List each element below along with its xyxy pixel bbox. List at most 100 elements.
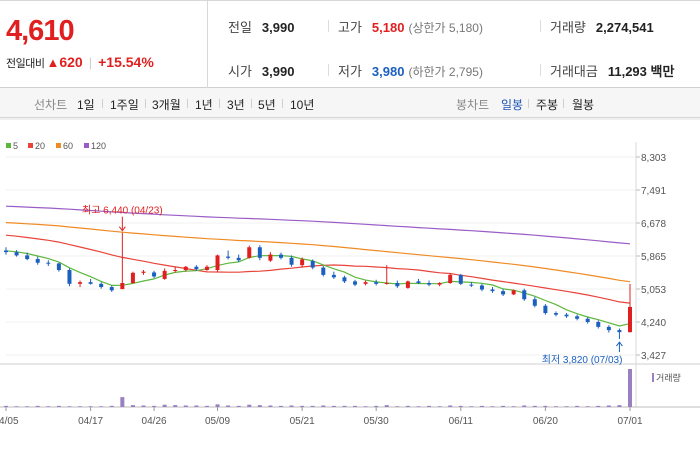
candle-body [130,272,135,284]
tab-candle-weekly[interactable]: 주봉 [536,98,559,112]
volume-bar [606,405,611,407]
volume-bar [194,405,199,407]
volume-bar [226,405,231,407]
tab-period-5y[interactable]: 5년 [258,98,276,112]
candle-chart-label: 봉차트 [456,98,490,112]
stat-divider [328,64,329,76]
volume-bar [300,405,305,407]
candle-body [342,277,347,282]
candlestick-chart: 8,303 7,491 6,678 5,865 5,053 4,240 3,427 04/05… [0,118,700,427]
candle-body [585,318,590,322]
volume-bar [46,406,51,407]
candle-body [25,255,30,260]
volume-bar [437,406,442,407]
y-tick-label: 5,865 [641,252,666,263]
tab-candle-monthly[interactable]: 월봉 [572,98,595,112]
legend-label: 120 [91,141,106,151]
change-row: 전일대비 ▲620 | +15.54% [6,54,154,71]
tab-period-3y[interactable]: 3년 [227,98,245,112]
candle-body [4,250,8,253]
amount-label: 거래대금 [550,64,598,79]
volume-bar [162,404,167,407]
candle-body [120,283,125,290]
y-tick-label: 6,678 [641,219,666,230]
low-annotation: 최저 3,820 (07/03) [542,354,623,366]
volume-bar [458,405,463,407]
candle-body [215,255,220,271]
volume-label: 거래량 [550,20,586,35]
tab-period-10y[interactable]: 10년 [290,98,315,112]
change-amount: 620 [59,54,83,70]
volume-bar [56,405,61,407]
volume-bar [363,406,368,407]
tab-period-1d[interactable]: 1일 [77,98,95,112]
candle-body [575,316,580,319]
volume-bar [522,405,527,407]
high-label: 고가 [338,20,362,35]
y-tick-label: 4,240 [641,318,666,329]
tab-period-1y[interactable]: 1년 [195,98,213,112]
legend-label: 5 [13,141,18,151]
volume-bar [35,405,40,407]
stat-prev-close: 전일 3,990 [228,17,294,36]
candle-body [543,305,548,314]
candle-body [56,263,61,271]
volume-bar [469,406,474,407]
volume-bar [532,405,537,407]
volume-bar [427,405,432,407]
stat-divider [540,64,541,76]
volume-bar [173,405,178,407]
amount-value: 11,293 [607,64,647,79]
tab-period-1w[interactable]: 1주일 [110,98,139,112]
tab-candle-daily[interactable]: 일봉 [501,98,524,112]
quote-panel: 4,610 전일대비 ▲620 | +15.54% 전일 3,990 고가 5,180 (상… [0,0,700,89]
volume-bar [14,406,19,407]
candle-body [141,271,146,273]
volume-bar [479,405,484,407]
volume-bar [310,405,315,407]
tab-period-3m[interactable]: 3개월 [152,98,181,112]
tab-divider [187,99,188,108]
candle-body [257,247,262,258]
volume-bar [268,405,273,407]
candle-body [236,257,241,261]
candle-body [109,287,114,291]
volume-bar [25,406,30,407]
candle-body [353,281,358,285]
candle-body [363,282,368,284]
price-box: 4,610 전일대비 ▲620 | +15.54% [0,1,208,89]
candle-series [4,232,632,340]
volume-bar [247,404,252,407]
candle-body [247,247,252,258]
candle-body [405,281,410,288]
volume-bar [152,405,157,407]
candle-body [395,283,400,287]
candle-body [479,285,484,290]
candle-body [88,282,93,284]
candle-body [416,281,421,284]
candle-body [448,274,453,284]
volume-bar [617,405,622,407]
volume-bar [130,405,135,407]
up-triangle-icon: ▲ [46,55,60,70]
ma120-line [5,205,631,245]
moving-average-lines [5,205,631,327]
candle-body [35,259,40,263]
x-tick-label: 05/09 [205,416,230,427]
prev-close-value: 3,990 [261,20,295,35]
candle-body [14,252,19,256]
low-value: 3,980 [371,64,405,79]
candle-body [321,267,326,275]
volume-bar [543,405,548,407]
legend-swatch [84,143,89,148]
volume-bar [353,405,358,407]
volume-bar [585,406,590,407]
volume-legend-label: 거래량 [656,372,681,383]
stat-volume: 거래량 2,274,541 [550,17,654,36]
volume-bar [183,405,188,407]
chart-labels: 8,303 7,491 6,678 5,865 5,053 4,240 3,427 04/05… [0,141,681,427]
candle-body [596,321,601,327]
volume-bar [511,406,516,407]
prev-close-label: 전일 [228,20,252,35]
